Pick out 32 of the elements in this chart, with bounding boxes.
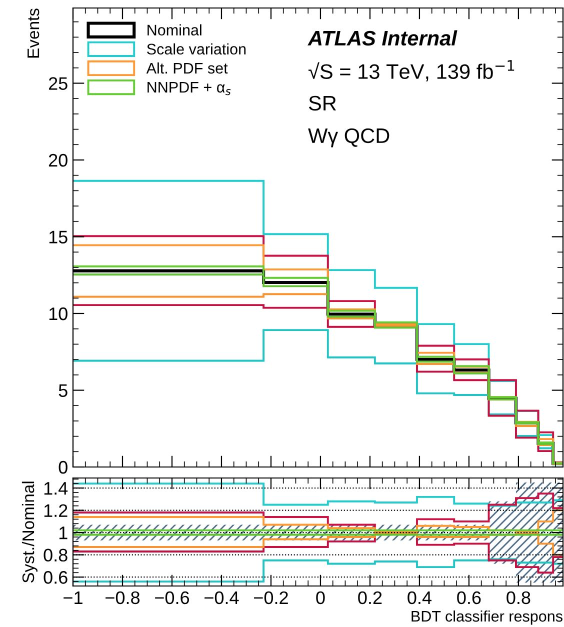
x-tick-label: −0.2 [254,591,288,604]
y-tick-label: 5 [58,384,68,397]
y-tick-label: 0 [58,460,68,474]
x-tick-label: 0.8 [506,591,530,604]
annotation: Wγ QCD [308,128,390,148]
y-tick-label: 0.8 [44,548,68,562]
annotation: √S = 13 TeV, 139 fb$^{−1}$ [308,60,514,82]
x-tick-label: −0.8 [106,591,140,604]
legend-label: NNPDF + α$_{s}$ [148,82,231,96]
y-tick-label: 20 [48,154,68,167]
y-tick-label: 10 [49,307,68,320]
annotation: SR [308,96,336,111]
legend-label: Nominal [148,24,202,36]
y-tick-label: 1.2 [44,504,68,517]
y-tick-label: 1.4 [44,482,68,495]
annotation: ATLAS Internal [308,30,458,46]
x-axis-title: BDT classifier respons [412,610,562,625]
y-tick-label: 15 [49,230,68,244]
x-tick-label: 0.4 [408,591,432,604]
y-tick-label: 1 [59,526,68,540]
y-axis-title: Syst./Nominal [22,482,38,583]
x-tick-label: 0.2 [358,591,382,604]
x-tick-label: −0.6 [155,591,190,604]
y-tick-label: 25 [48,77,68,90]
x-tick-label: −0.4 [204,591,239,604]
legend-label: Alt. PDF set [146,62,228,74]
x-tick-label: 0.6 [457,591,481,604]
y-tick-label: 0.6 [44,571,68,584]
x-tick-label: −1 [64,592,82,604]
x-tick-label: 0 [316,591,325,604]
y-axis-title: Events [28,8,40,58]
legend-label: Scale variation [147,43,246,55]
